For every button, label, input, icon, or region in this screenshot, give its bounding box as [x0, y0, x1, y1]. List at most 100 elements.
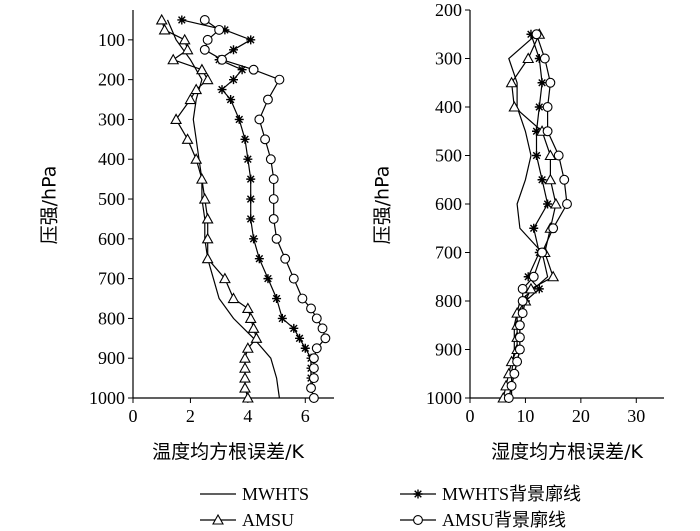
- legend-swatch-marker: [212, 513, 224, 525]
- left-data-point: [311, 313, 322, 324]
- left-data-point: [198, 192, 211, 204]
- left-data-point: [277, 313, 287, 323]
- left-x-tick-label: 6: [301, 406, 310, 426]
- left-data-point: [320, 333, 331, 344]
- right-series-3: [503, 29, 572, 403]
- left-x-axis-label: 温度均方根误差/K: [152, 441, 304, 463]
- left-data-point: [306, 303, 316, 314]
- left-y-tick-label: 300: [98, 109, 125, 129]
- right-data-point: [532, 126, 542, 136]
- left-data-point: [201, 232, 214, 244]
- right-data-point: [532, 151, 542, 160]
- right-data-point: [548, 223, 559, 234]
- left-data-point: [289, 323, 299, 333]
- right-data-point: [534, 284, 544, 294]
- left-data-point: [308, 393, 319, 403]
- right-data-point: [517, 296, 528, 306]
- left-series-line: [166, 19, 280, 399]
- right-y-tick-label: 300: [435, 49, 462, 69]
- left-data-point: [201, 212, 214, 224]
- right-data-point: [534, 102, 544, 112]
- right-y-tick-label: 500: [435, 146, 462, 166]
- left-data-point: [241, 302, 254, 314]
- left-data-point: [280, 253, 291, 264]
- left-data-point: [263, 94, 273, 105]
- right-series-line: [502, 34, 557, 399]
- legend-entry: MWHTS: [200, 484, 309, 504]
- left-data-point: [217, 54, 227, 65]
- legend-label: AMSU: [242, 510, 294, 530]
- right-data-point: [544, 173, 557, 185]
- left-data-point: [237, 65, 247, 75]
- legend-entry: AMSU背景廓线: [400, 510, 566, 530]
- left-data-point: [190, 153, 203, 164]
- right-data-point: [549, 197, 562, 209]
- left-data-point: [227, 292, 240, 304]
- left-data-point: [263, 274, 273, 284]
- left-data-point: [178, 33, 191, 45]
- left-y-tick-label: 400: [98, 149, 125, 169]
- right-data-point: [544, 149, 557, 161]
- right-data-point: [517, 283, 528, 294]
- left-data-point: [249, 234, 259, 244]
- left-data-point: [246, 174, 256, 184]
- right-x-axis-label: 湿度均方根误差/K: [491, 441, 643, 463]
- right-y-tick-label: 200: [435, 0, 462, 20]
- left-data-point: [250, 332, 263, 343]
- left-data-point: [167, 53, 180, 65]
- left-data-point: [254, 254, 264, 264]
- legend-swatch-marker: [413, 515, 423, 525]
- right-data-point: [525, 282, 537, 294]
- right-y-tick-label: 1000: [426, 388, 462, 408]
- left-data-point: [311, 343, 322, 354]
- right-x-tick-label: 20: [572, 406, 590, 426]
- left-x-tick-label: 0: [129, 406, 138, 426]
- left-data-point: [271, 233, 282, 244]
- right-y-tick-label: 700: [435, 243, 462, 263]
- right-data-point: [542, 102, 553, 112]
- left-data-point: [218, 272, 231, 284]
- left-data-point: [243, 154, 253, 164]
- left-data-point: [239, 381, 251, 393]
- left-y-tick-label: 600: [98, 229, 125, 249]
- left-data-point: [268, 174, 279, 185]
- left-data-point: [288, 273, 299, 284]
- left-y-axis-label: 压强/hPa: [39, 166, 61, 245]
- left-x-tick-label: 2: [186, 406, 195, 426]
- right-data-point: [534, 54, 544, 63]
- right-data-point: [522, 52, 535, 64]
- left-data-point: [240, 134, 250, 144]
- left-data-point: [181, 133, 194, 144]
- left-panel: 温度均方根误差/K 压强/hPa 100 200 300 400 500 600 700 80…: [39, 10, 334, 463]
- right-data-point: [508, 100, 521, 112]
- left-data-point: [254, 114, 265, 125]
- right-data-point: [543, 199, 553, 209]
- left-data-point: [195, 172, 208, 184]
- right-data-point: [505, 76, 518, 88]
- left-data-point: [244, 312, 257, 323]
- left-data-point: [265, 154, 276, 165]
- left-series-3: [199, 14, 331, 403]
- right-data-point: [537, 175, 547, 185]
- left-data-point: [170, 113, 183, 124]
- left-data-point: [246, 194, 256, 204]
- right-x-tick-label: 10: [516, 406, 534, 426]
- left-data-point: [317, 323, 328, 334]
- left-data-point: [181, 43, 194, 55]
- left-data-point: [184, 93, 197, 105]
- legend-label: MWHTS背景廓线: [442, 484, 581, 504]
- left-y-tick-label: 500: [98, 189, 125, 209]
- legend-label: MWHTS: [242, 484, 309, 504]
- right-data-point: [514, 332, 525, 343]
- left-data-point: [246, 35, 256, 45]
- left-data-point: [229, 75, 238, 85]
- left-data-point: [239, 362, 251, 373]
- right-data-point: [528, 271, 539, 282]
- left-series-line: [181, 19, 315, 399]
- left-data-point: [300, 343, 310, 353]
- left-data-point: [268, 213, 279, 224]
- left-data-point: [201, 252, 214, 264]
- left-data-point: [306, 383, 316, 394]
- right-y-axis-label: 压强/hPa: [372, 166, 394, 245]
